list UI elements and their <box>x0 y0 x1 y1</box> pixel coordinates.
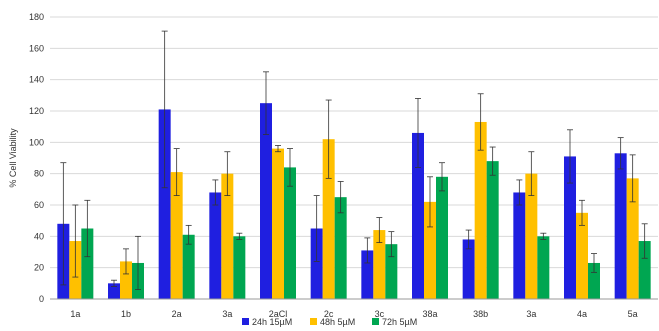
legend: 24h 15µM 48h 5µM 72h 5µM <box>242 317 417 327</box>
x-tick-label: 5a <box>628 309 638 319</box>
legend-label: 72h 5µM <box>382 317 417 327</box>
y-tick-label: 120 <box>29 106 44 116</box>
bars <box>57 103 651 300</box>
x-tick-label: 2a <box>172 309 182 319</box>
y-tick-label: 180 <box>29 12 44 22</box>
bar <box>525 173 538 299</box>
bar <box>170 172 183 299</box>
bar <box>284 167 296 299</box>
bar <box>373 230 386 299</box>
x-tick-label: 38b <box>473 309 488 319</box>
y-tick-label: 160 <box>29 43 44 53</box>
bar <box>462 239 475 299</box>
bar <box>233 236 246 299</box>
bar <box>385 244 398 299</box>
x-tick-label: 1b <box>121 309 131 319</box>
bar <box>576 212 588 299</box>
bar <box>638 241 651 299</box>
bar <box>334 197 347 299</box>
bar <box>81 228 94 299</box>
bar <box>614 153 627 299</box>
bar <box>209 192 222 299</box>
bar <box>474 121 487 299</box>
bar <box>120 261 132 299</box>
legend-swatch <box>310 318 317 325</box>
bar <box>221 173 234 299</box>
x-axis-ticks: 1a 1b 2a 3a 2aCl 2c 3c 38a 38b 3a 4a 5a <box>70 309 637 319</box>
legend-swatch <box>242 318 249 325</box>
y-tick-label: 40 <box>34 231 44 241</box>
bar <box>182 234 195 299</box>
y-tick-label: 20 <box>34 263 44 273</box>
bar <box>424 201 436 299</box>
bar <box>537 236 550 299</box>
y-tick-label: 0 <box>39 294 44 304</box>
x-tick-label: 38a <box>422 309 437 319</box>
y-tick-label: 80 <box>34 169 44 179</box>
bar <box>310 228 323 299</box>
bar <box>436 176 448 299</box>
bar <box>513 192 526 299</box>
x-tick-label: 1a <box>70 309 80 319</box>
bar <box>158 109 171 299</box>
y-tick-label: 60 <box>34 200 44 210</box>
x-tick-label: 3a <box>526 309 536 319</box>
x-tick-label: 2c <box>324 309 334 319</box>
x-tick-label: 2aCl <box>269 309 288 319</box>
y-axis-title: % Cell Viability <box>8 128 18 188</box>
bar <box>108 283 120 299</box>
x-tick-label: 3c <box>375 309 385 319</box>
y-axis-ticks: 0 20 40 60 80 100 120 140 160 180 <box>29 12 44 304</box>
bar <box>486 161 499 299</box>
bar <box>260 103 272 300</box>
y-tick-label: 140 <box>29 75 44 85</box>
bar <box>564 156 576 299</box>
bar <box>322 139 335 299</box>
error-bars <box>60 30 648 291</box>
legend-label: 24h 15µM <box>252 317 292 327</box>
x-tick-label: 4a <box>577 309 587 319</box>
x-tick-label: 3a <box>222 309 232 319</box>
bar <box>412 132 424 299</box>
legend-label: 48h 5µM <box>320 317 355 327</box>
gridlines <box>50 16 658 269</box>
y-tick-label: 100 <box>29 137 44 147</box>
bar <box>626 178 639 299</box>
legend-swatch <box>372 318 379 325</box>
bar <box>272 148 284 299</box>
